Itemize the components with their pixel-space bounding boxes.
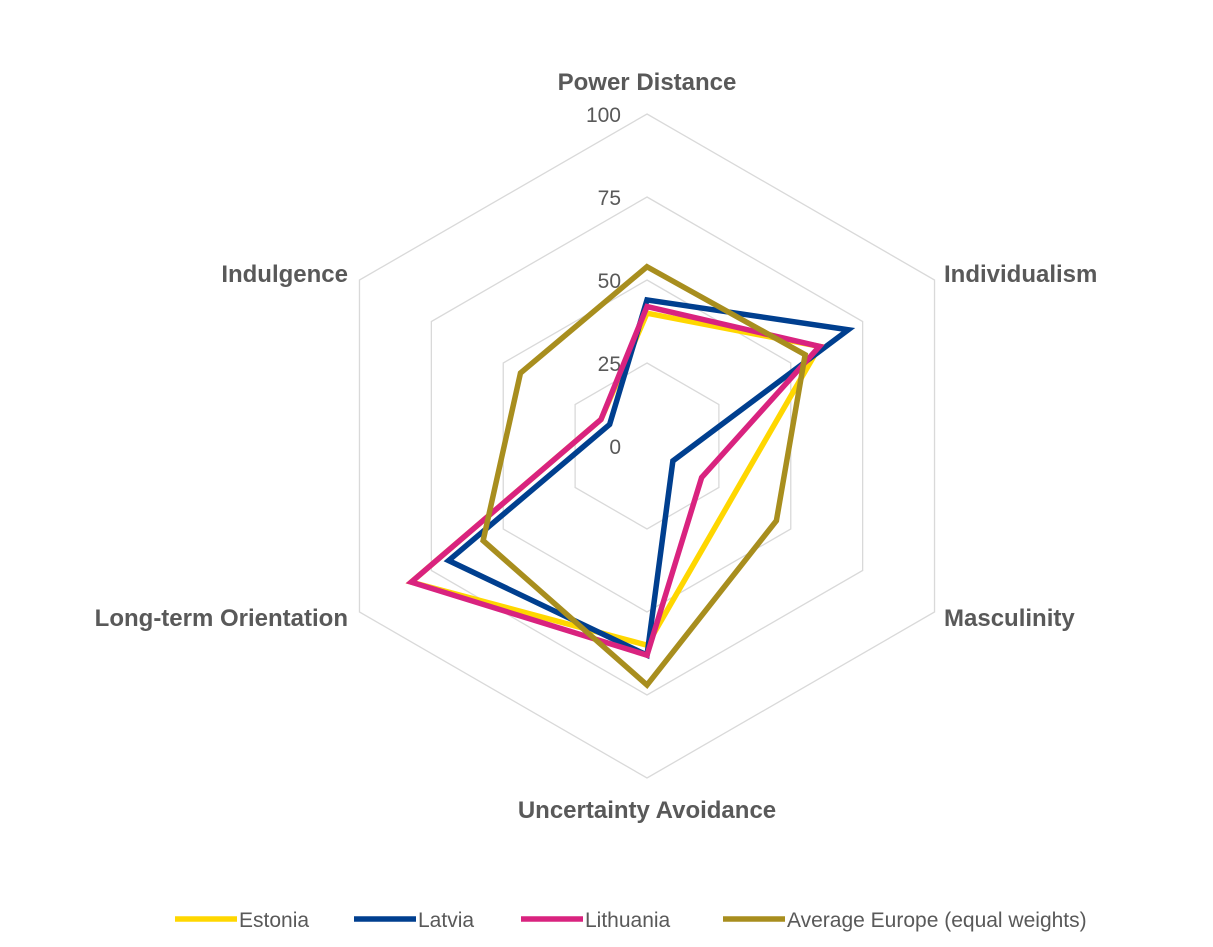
legend-label-lithuania: Lithuania	[585, 909, 671, 932]
axis-label-masculinity: Masculinity	[944, 605, 1075, 632]
grid-ring-100	[358, 113, 936, 779]
axis-label-long-term-orientation: Long-term Orientation	[95, 605, 348, 632]
series-line-lithuania	[405, 303, 825, 659]
series-line-latvia	[443, 296, 856, 660]
grid-ring-75	[430, 196, 864, 696]
legend-item-latvia: Latvia	[354, 909, 474, 932]
tick-label-100: 100	[586, 104, 621, 127]
legend-label-average-europe: Average Europe (equal weights)	[787, 909, 1087, 932]
radar-series	[405, 263, 856, 690]
radar-axis-labels: Power Distance Individualism Masculinity…	[95, 69, 1098, 824]
axis-label-indulgence: Indulgence	[221, 261, 348, 288]
legend-label-estonia: Estonia	[239, 909, 309, 932]
legend-item-estonia: Estonia	[175, 909, 309, 932]
grid-ring-50	[502, 279, 792, 613]
grid-ring-25	[574, 362, 720, 530]
axis-label-uncertainty-avoidance: Uncertainty Avoidance	[518, 797, 776, 824]
radar-grid	[358, 113, 936, 779]
tick-label-50: 50	[598, 270, 621, 293]
tick-label-25: 25	[598, 353, 621, 376]
legend-label-latvia: Latvia	[418, 909, 474, 932]
tick-label-75: 75	[598, 187, 621, 210]
legend-item-lithuania: Lithuania	[521, 909, 671, 932]
series-line-average-europe-equal-weights	[480, 263, 809, 690]
axis-label-individualism: Individualism	[944, 261, 1097, 288]
axis-label-power-distance: Power Distance	[558, 69, 737, 96]
radar-tick-labels: 0 25 50 75 100	[586, 104, 621, 459]
tick-label-0: 0	[609, 436, 621, 459]
legend: Estonia Latvia Lithuania Average Europe …	[175, 909, 1087, 932]
legend-item-average-europe: Average Europe (equal weights)	[723, 909, 1087, 932]
